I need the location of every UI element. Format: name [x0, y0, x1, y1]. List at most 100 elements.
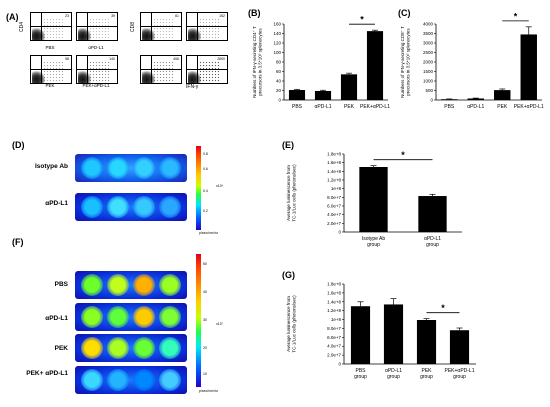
- y-axis-label-line: precursors in 3.5*10⁵ splenocytes: [258, 28, 263, 96]
- imaging-well: [133, 196, 155, 218]
- x-category-label: PEK+αPD-L1: [360, 104, 390, 110]
- y-tick-label: 0: [278, 98, 281, 103]
- imaging-f-row-label-apdl1: αPD-L1: [45, 315, 68, 322]
- imaging-well: [159, 337, 181, 359]
- y-axis-label-line: precursors in 3.5*10⁵ splenocytes: [406, 28, 411, 96]
- imaging-well: [107, 274, 129, 296]
- x-category-label: group: [367, 242, 380, 248]
- colorbar-tick: 30: [203, 318, 207, 322]
- significance-star: *: [441, 303, 445, 313]
- imaging-f-plate-apdl1: [75, 303, 187, 331]
- y-axis-label-line: Average luminescence from: [286, 296, 291, 352]
- bar: [314, 90, 332, 100]
- flow-x-label: IFN-γ: [186, 84, 199, 90]
- y-tick-label: 4000: [423, 22, 434, 27]
- y-tick-label: 2.0e+7: [327, 353, 341, 358]
- colorbar-unit: p/sec/cm²/sr: [199, 231, 219, 235]
- imaging-d-row-label-isotype: Isotype Ab: [35, 163, 68, 170]
- y-tick-label: 1.4e+8: [327, 169, 341, 174]
- x-category-label: PEK+αPD-L1: [514, 104, 544, 110]
- y-tick-label: 100: [273, 50, 281, 55]
- x-category-label: group: [420, 374, 433, 380]
- chart-e-svg: 0 2.0e+7 4.0e+7 6.0e+7 8.0e+7 1e+8 1.2e+8 1.4e+…: [286, 150, 462, 248]
- flow-plot-cd4-pek: 98: [30, 55, 72, 84]
- colorbar-tick: 0.4: [203, 189, 208, 193]
- y-tick-label: 60: [276, 69, 282, 74]
- bar: [418, 196, 447, 232]
- flow-plot-cd8-pbs: 61: [140, 12, 182, 41]
- imaging-well: [133, 274, 155, 296]
- y-tick-label: 1000: [423, 79, 434, 84]
- x-category-label: Isotype Ab: [362, 236, 386, 242]
- x-category-label: αPD-L1: [424, 236, 441, 242]
- chart-e: 0 2.0e+7 4.0e+7 6.0e+7 8.0e+7 1e+8 1.2e+8 1.4e+…: [282, 140, 472, 262]
- imaging-d-plate-isotype: [75, 154, 187, 182]
- panel-label-a: (A): [6, 12, 19, 22]
- y-axis-label-line: Numbers of IFN-γ-secreting CD8⁺ T: [400, 26, 405, 98]
- y-tick-label: 1.2e+8: [327, 308, 341, 313]
- colorbar-tick: 0.8: [203, 152, 208, 156]
- imaging-well: [81, 369, 103, 391]
- y-tick-label: 1e+8: [331, 317, 342, 322]
- panel-label-c: (C): [398, 8, 411, 18]
- bar: [520, 34, 537, 101]
- significance-star: *: [401, 150, 405, 160]
- x-category-label: αPD-L1: [314, 104, 331, 110]
- imaging-well: [81, 337, 103, 359]
- flow-label-apdl1: αPD-L1: [88, 45, 104, 50]
- chart-g: 0 2.0e+7 4.0e+7 6.0e+7 8.0e+7 1e+8 1.2e+8 1.4e+…: [282, 270, 482, 402]
- flow-plot-cd4-apdl1: 39: [76, 12, 118, 41]
- flow-plot-cd8-pek: 406: [140, 55, 182, 84]
- chart-g-svg: 0 2.0e+7 4.0e+7 6.0e+7 8.0e+7 1e+8 1.2e+8 1.4e+…: [286, 282, 476, 380]
- y-tick-label: 0: [338, 230, 341, 235]
- y-tick-label: 6.0e+7: [327, 335, 341, 340]
- x-category-label: group: [354, 374, 367, 380]
- y-tick-label: 80: [276, 60, 282, 65]
- x-category-label: group: [387, 374, 400, 380]
- imaging-well: [133, 369, 155, 391]
- imaging-f-colorbar: [196, 254, 201, 387]
- panel-label-f: (F): [12, 237, 24, 247]
- imaging-d-colorbar: [196, 146, 201, 230]
- flow-count: 61: [175, 14, 179, 18]
- imaging-f-plate-pbs: [75, 271, 187, 299]
- colorbar-tick: 50: [203, 262, 207, 266]
- flow-plot-cd4-pek-apdl1: 140: [76, 55, 118, 84]
- imaging-f-plate-pek-apdl1: [75, 366, 187, 394]
- colorbar-unit: p/sec/cm²/sr: [199, 389, 219, 393]
- y-tick-label: 1.6e+8: [327, 290, 341, 295]
- y-tick-label: 4.0e+7: [327, 212, 341, 217]
- y-tick-label: 1.4e+8: [327, 299, 341, 304]
- bar: [383, 304, 404, 364]
- flow-count: 23: [65, 14, 69, 18]
- y-tick-label: 1500: [423, 69, 434, 74]
- y-tick-label: 140: [273, 31, 281, 36]
- flow-count: 2800: [217, 57, 225, 61]
- significance-star: *: [514, 11, 518, 21]
- chart-b: 0 20 40 60 80 100 120 140 160 PBS αPD-L1 PEK PEK+αPD…: [250, 12, 395, 130]
- flow-label-pek: PEK: [45, 83, 55, 88]
- y-tick-label: 20: [276, 88, 282, 93]
- imaging-f-row-label-pbs: PBS: [54, 281, 68, 288]
- bar: [494, 90, 511, 100]
- flow-count: 98: [65, 57, 69, 61]
- colorbar-tick: 0.6: [203, 167, 208, 171]
- x-category-label: PBS: [444, 104, 455, 110]
- panel-label-e: (E): [282, 140, 294, 150]
- significance-star: *: [360, 15, 364, 25]
- flow-count: 140: [109, 57, 115, 61]
- chart-b-svg: 0 20 40 60 80 100 120 140 160 PBS αPD-L1 PEK PEK+αPD…: [252, 15, 390, 110]
- imaging-d-row-label-apdl1: αPD-L1: [45, 200, 68, 207]
- bar: [366, 31, 384, 100]
- imaging-well: [81, 306, 103, 328]
- imaging-well: [107, 196, 129, 218]
- y-tick-label: 8.0e+7: [327, 195, 341, 200]
- y-tick-label: 4.0e+7: [327, 344, 341, 349]
- y-tick-label: 2000: [423, 60, 434, 65]
- y-tick-label: 0: [430, 98, 433, 103]
- bar: [288, 90, 306, 100]
- colorbar-tick: 20: [203, 346, 207, 350]
- imaging-f-row-label-pek-apdl1: PEK+ αPD-L1: [26, 370, 68, 377]
- imaging-well: [159, 369, 181, 391]
